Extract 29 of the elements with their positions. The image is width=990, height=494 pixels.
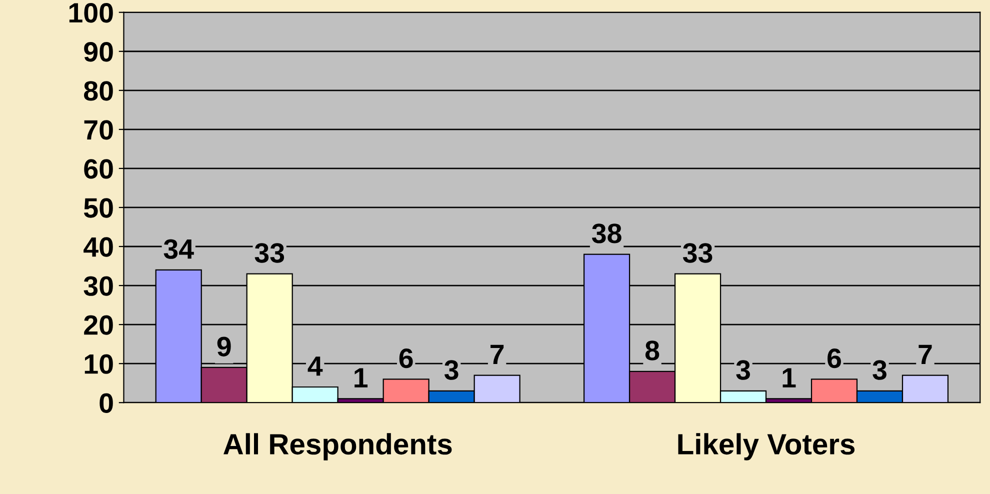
data-label: 3 bbox=[872, 360, 886, 380]
x-tick-label: Likely Voters bbox=[678, 433, 855, 460]
data-label: 38 bbox=[592, 224, 622, 244]
y-tick-label: 20 bbox=[84, 315, 113, 335]
x-tick-label: All Respondents bbox=[224, 433, 452, 460]
y-tick-label: 70 bbox=[84, 120, 113, 140]
data-label: 33 bbox=[682, 243, 712, 263]
y-tick-label: 100 bbox=[69, 3, 113, 23]
data-label: 7 bbox=[918, 344, 932, 364]
y-tick-label: 50 bbox=[84, 198, 113, 218]
y-tick-label: 60 bbox=[84, 159, 113, 179]
data-label: 33 bbox=[254, 243, 284, 263]
data-label: 7 bbox=[490, 344, 504, 364]
data-label: 34 bbox=[164, 239, 194, 259]
data-label: 8 bbox=[645, 340, 660, 360]
y-tick-label: 90 bbox=[84, 42, 113, 62]
data-label: 6 bbox=[828, 348, 841, 368]
data-label: 6 bbox=[399, 348, 413, 368]
data-label: 4 bbox=[308, 356, 323, 376]
y-tick-label: 30 bbox=[84, 276, 113, 296]
data-label: 1 bbox=[354, 368, 368, 388]
data-label: 3 bbox=[444, 360, 458, 380]
data-label: 1 bbox=[782, 368, 796, 388]
data-label: 3 bbox=[736, 360, 750, 380]
y-tick-label: 80 bbox=[84, 81, 113, 101]
data-label: 9 bbox=[217, 336, 231, 356]
y-tick-label: 10 bbox=[84, 354, 113, 374]
y-tick-label: 0 bbox=[100, 393, 113, 413]
y-tick-label: 40 bbox=[84, 237, 113, 257]
